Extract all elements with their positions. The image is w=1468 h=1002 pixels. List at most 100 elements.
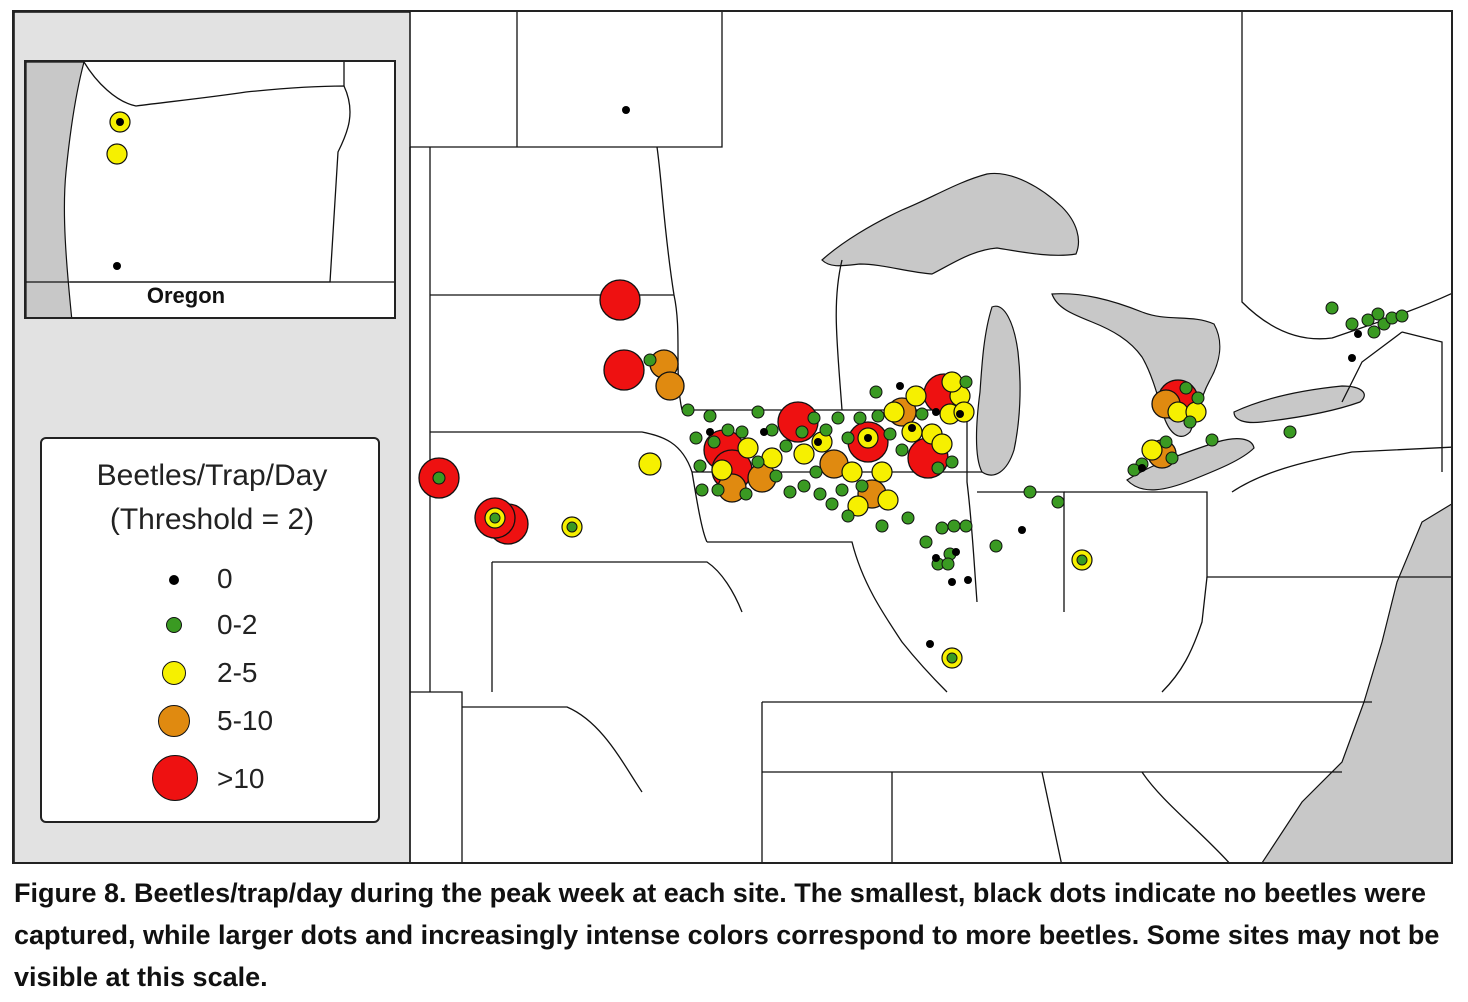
site-marker	[721, 423, 735, 437]
site-marker	[638, 452, 662, 476]
site-marker	[875, 519, 889, 533]
figure-caption: Figure 8. Beetles/trap/day during the pe…	[14, 878, 1440, 992]
site-marker	[795, 425, 809, 439]
site-marker	[1325, 301, 1339, 315]
site-markers-green	[681, 301, 1409, 669]
site-marker	[1165, 451, 1179, 465]
site-marker	[113, 262, 121, 270]
lake-erie	[1126, 438, 1255, 491]
site-marker	[1191, 391, 1205, 405]
site-marker	[769, 469, 783, 483]
oregon-map	[26, 62, 394, 317]
legend-swatch	[152, 755, 198, 801]
site-marker	[1361, 313, 1375, 327]
lake-superior	[821, 172, 1080, 275]
legend-swatch	[169, 575, 179, 585]
site-marker	[895, 443, 909, 457]
site-marker	[793, 443, 815, 465]
site-marker	[905, 385, 927, 407]
site-marker	[869, 385, 883, 399]
legend-item: 0-2	[42, 605, 382, 653]
site-marker	[779, 439, 793, 453]
site-marker	[908, 424, 916, 432]
site-marker	[941, 557, 955, 571]
site-marker	[566, 521, 578, 533]
site-marker	[1395, 309, 1409, 323]
inset-label: Oregon	[146, 283, 226, 308]
site-marker	[735, 425, 749, 439]
legend-swatch	[158, 705, 190, 737]
site-marker	[1018, 526, 1026, 534]
site-marker	[1367, 325, 1381, 339]
legend-item: >10	[42, 755, 382, 803]
site-marker	[946, 652, 958, 664]
site-marker	[935, 521, 949, 535]
site-marker	[883, 427, 897, 441]
site-marker	[883, 401, 905, 423]
site-marker	[1076, 554, 1088, 566]
site-marker	[877, 489, 899, 511]
site-marker	[915, 407, 929, 421]
site-marker	[932, 408, 940, 416]
site-marker	[1159, 435, 1173, 449]
site-marker	[1141, 439, 1163, 461]
site-marker	[643, 353, 657, 367]
site-marker	[864, 434, 872, 442]
site-marker	[1345, 317, 1359, 331]
legend-label: 2-5	[217, 657, 258, 688]
site-marker	[819, 423, 833, 437]
site-marker	[959, 375, 973, 389]
site-marker	[948, 578, 956, 586]
oregon-inset	[24, 60, 396, 319]
site-marker	[831, 411, 845, 425]
site-marker	[952, 548, 960, 556]
site-marker	[1354, 330, 1362, 338]
site-marker	[847, 495, 869, 517]
site-marker	[765, 423, 779, 437]
site-marker	[871, 461, 893, 483]
legend-item: 5-10	[42, 701, 382, 749]
site-marker	[106, 143, 128, 165]
site-marker	[681, 403, 695, 417]
site-marker	[711, 483, 725, 497]
legend-subtitle: (Threshold = 2)	[109, 503, 315, 536]
site-marker	[1023, 485, 1037, 499]
site-marker	[432, 471, 446, 485]
site-marker	[956, 410, 964, 418]
legend: Beetles/Trap/Day (Threshold = 2) 0 0-2 2…	[40, 437, 380, 823]
site-marker	[959, 519, 973, 533]
site-markers	[418, 106, 975, 545]
site-marker	[622, 106, 630, 114]
site-marker	[809, 465, 823, 479]
site-marker	[807, 411, 821, 425]
site-marker	[841, 509, 855, 523]
site-marker	[739, 487, 753, 501]
site-marker	[841, 461, 863, 483]
site-marker	[706, 428, 714, 436]
lake-michigan	[975, 305, 1021, 476]
site-marker	[1138, 464, 1146, 472]
legend-label: 0	[217, 563, 233, 594]
site-marker	[695, 483, 709, 497]
site-marker	[926, 640, 934, 648]
legend-label: 0-2	[217, 609, 258, 640]
site-marker	[761, 447, 783, 469]
site-marker	[945, 455, 959, 469]
site-marker	[797, 479, 811, 493]
site-marker	[489, 512, 501, 524]
site-marker	[855, 479, 869, 493]
site-marker	[711, 459, 733, 481]
site-marker	[932, 554, 940, 562]
site-marker	[841, 431, 855, 445]
site-marker	[689, 431, 703, 445]
site-marker	[901, 511, 915, 525]
site-marker	[1183, 415, 1197, 429]
site-marker	[871, 409, 885, 423]
site-marker	[919, 535, 933, 549]
site-marker	[760, 428, 768, 436]
site-marker	[896, 382, 904, 390]
site-marker	[693, 459, 707, 473]
site-marker	[835, 483, 849, 497]
site-marker	[1205, 433, 1219, 447]
